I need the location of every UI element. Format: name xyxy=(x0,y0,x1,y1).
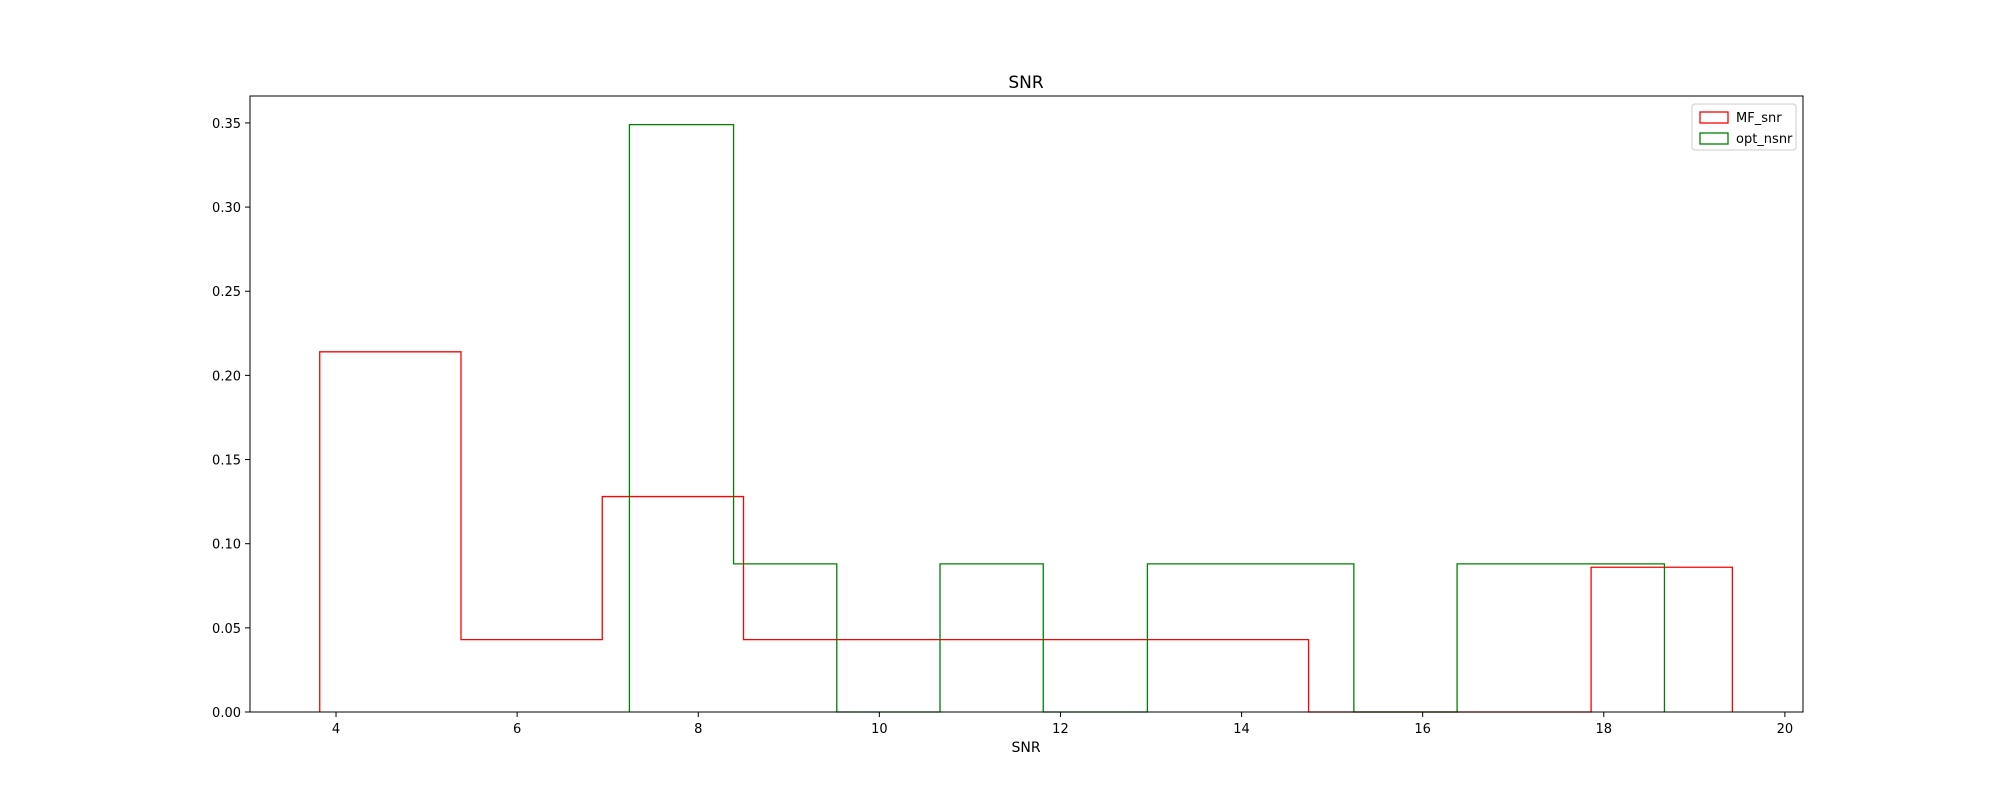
x-tick-label: 6 xyxy=(513,722,521,737)
legend-label: opt_nsnr xyxy=(1736,132,1793,147)
bin-opt-nsnr-8 xyxy=(1457,564,1561,712)
chart-title: SNR xyxy=(1008,73,1044,93)
bin-opt-nsnr-3 xyxy=(940,564,1043,712)
x-tick-label: 4 xyxy=(332,722,340,737)
y-tick-label: 0.30 xyxy=(212,201,241,216)
bin-MF-snr-1 xyxy=(461,640,602,712)
x-tick-label: 8 xyxy=(694,722,702,737)
legend-box xyxy=(1691,103,1797,151)
y-tick-label: 0.25 xyxy=(212,285,241,300)
series-MF-snr xyxy=(319,351,1734,713)
y-tick-label: 0.05 xyxy=(212,622,241,637)
bin-MF-snr-9 xyxy=(1591,567,1732,712)
x-axis-label: SNR xyxy=(1011,740,1040,756)
y-tick-label: 0.10 xyxy=(212,538,241,553)
y-tick-label: 0.20 xyxy=(212,369,241,384)
x-axis: 4 6 8 10 12 14 16 18 20 xyxy=(332,712,1793,737)
bin-MF-snr-6 xyxy=(1167,640,1308,712)
x-tick-label: 12 xyxy=(1052,722,1069,737)
legend-label: MF_snr xyxy=(1736,111,1782,126)
bin-MF-snr-3 xyxy=(744,640,885,712)
bin-opt-nsnr-5 xyxy=(1147,564,1250,712)
bin-opt-nsnr-1 xyxy=(734,564,837,712)
legend-swatch xyxy=(1699,132,1729,145)
x-tick-label: 10 xyxy=(871,722,888,737)
y-tick-label: 0.00 xyxy=(212,706,241,721)
y-tick-label: 0.15 xyxy=(212,454,241,469)
axes-frame xyxy=(249,95,1804,713)
series-layer xyxy=(319,123,1734,713)
y-axis: 0.00 0.05 0.10 0.15 0.20 0.25 0.30 0.35 xyxy=(212,117,250,721)
bin-MF-snr-5 xyxy=(1026,640,1167,712)
bin-opt-nsnr-9 xyxy=(1561,564,1664,712)
x-tick-label: 20 xyxy=(1777,722,1794,737)
bin-MF-snr-4 xyxy=(885,640,1026,712)
bin-MF-snr-0 xyxy=(320,352,461,712)
legend-swatch xyxy=(1699,111,1729,124)
bin-opt-nsnr-0 xyxy=(629,125,733,712)
legend: MF_snr opt_nsnr xyxy=(1691,103,1797,151)
bin-MF-snr-2 xyxy=(602,497,743,712)
x-tick-label: 18 xyxy=(1596,722,1613,737)
y-tick-label: 0.35 xyxy=(212,117,241,132)
bin-opt-nsnr-6 xyxy=(1251,564,1354,712)
series-opt-nsnr xyxy=(628,123,1666,713)
x-tick-label: 14 xyxy=(1233,722,1250,737)
x-tick-label: 16 xyxy=(1414,722,1431,737)
